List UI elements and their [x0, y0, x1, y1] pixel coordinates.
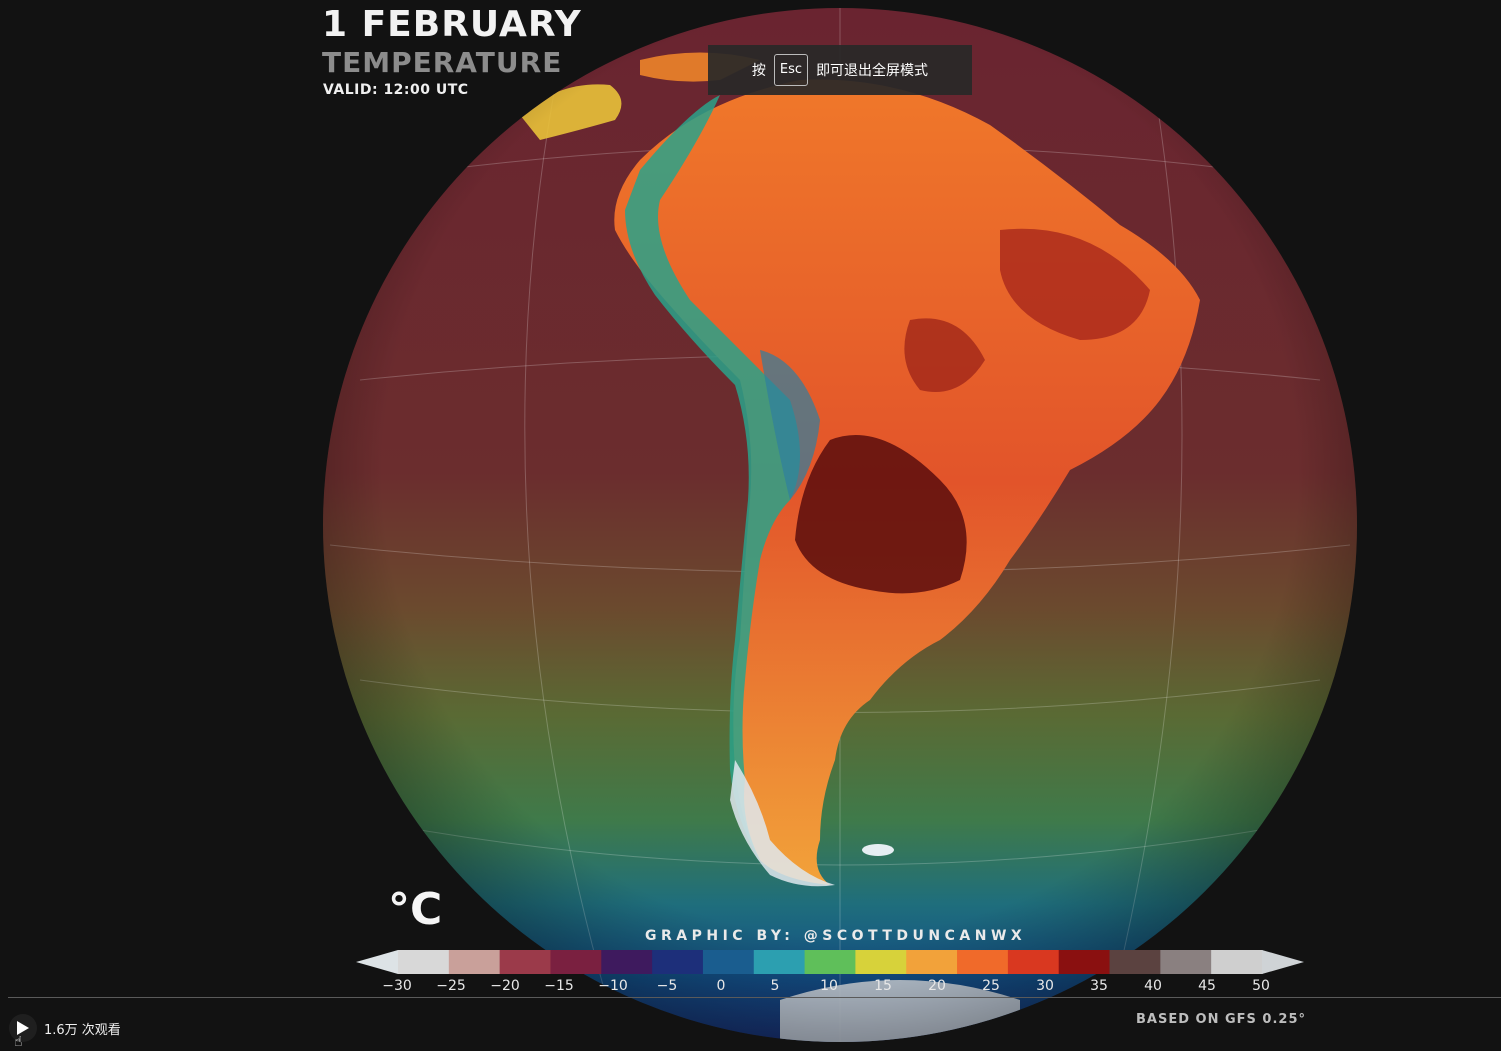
colorbar-tick-label: 5 — [770, 978, 780, 994]
colorbar-segment — [448, 950, 501, 974]
hand-cursor-icon: ☝ — [14, 1034, 23, 1050]
colorbar — [356, 950, 1304, 974]
colorbar-tick-label: −25 — [436, 978, 466, 994]
colorbar-segment — [499, 950, 552, 974]
colorbar-segment — [652, 950, 704, 974]
colorbar-segment — [1007, 950, 1060, 974]
variable-title: TEMPERATURE — [322, 46, 563, 79]
colorbar-segment — [702, 950, 755, 974]
colorbar-segment — [1058, 950, 1111, 974]
colorbar-segment — [855, 950, 907, 974]
colorbar-tick-label: 30 — [1036, 978, 1054, 994]
colorbar-tick-label: 40 — [1144, 978, 1162, 994]
play-icon — [17, 1021, 29, 1035]
colorbar-tick-label: −10 — [598, 978, 628, 994]
video-progress-bar[interactable] — [8, 997, 1501, 998]
colorbar-segment — [957, 950, 1009, 974]
colorbar-segment — [804, 950, 857, 974]
colorbar-segment — [753, 950, 806, 974]
colorbar-tick-label: 0 — [716, 978, 726, 994]
colorbar-tick-label: −15 — [544, 978, 574, 994]
colorbar-segment — [398, 950, 450, 974]
colorbar-segment — [601, 950, 653, 974]
colorbar-tick-label: −5 — [656, 978, 678, 994]
valid-time: VALID: 12:00 UTC — [323, 82, 469, 98]
play-button[interactable] — [9, 1014, 37, 1042]
colorbar-segment — [906, 950, 958, 974]
hint-prefix: 按 — [751, 63, 766, 79]
hint-suffix: 即可退出全屏模式 — [816, 63, 929, 79]
view-count: 1.6万 次观看 — [44, 1023, 121, 1038]
colorbar-tick-label: 10 — [820, 978, 838, 994]
graphic-credit: GRAPHIC BY: @SCOTTDUNCANWX — [645, 928, 1027, 944]
colorbar-segment — [550, 950, 602, 974]
colorbar-segment — [1211, 950, 1263, 974]
colorbar-tick-label: −30 — [382, 978, 412, 994]
colorbar-max-arrow — [1262, 950, 1304, 974]
fullscreen-exit-hint: 按 Esc 即可退出全屏模式 — [708, 45, 972, 95]
colorbar-tick-label: 25 — [982, 978, 1000, 994]
colorbar-tick-label: −20 — [490, 978, 520, 994]
colorbar-tick-label: 50 — [1252, 978, 1270, 994]
colorbar-tick-label: 20 — [928, 978, 946, 994]
colorbar-tick-label: 45 — [1198, 978, 1216, 994]
colorbar-tick-label: 15 — [874, 978, 892, 994]
esc-key: Esc — [773, 54, 809, 86]
date-title: 1 FEBRUARY — [322, 4, 582, 45]
colorbar-segment — [1109, 950, 1161, 974]
unit-label: °C — [388, 884, 443, 935]
colorbar-segment — [1160, 950, 1212, 974]
colorbar-tick-label: 35 — [1090, 978, 1108, 994]
colorbar-min-arrow — [356, 950, 398, 974]
data-source: BASED ON GFS 0.25° — [1136, 1012, 1307, 1027]
